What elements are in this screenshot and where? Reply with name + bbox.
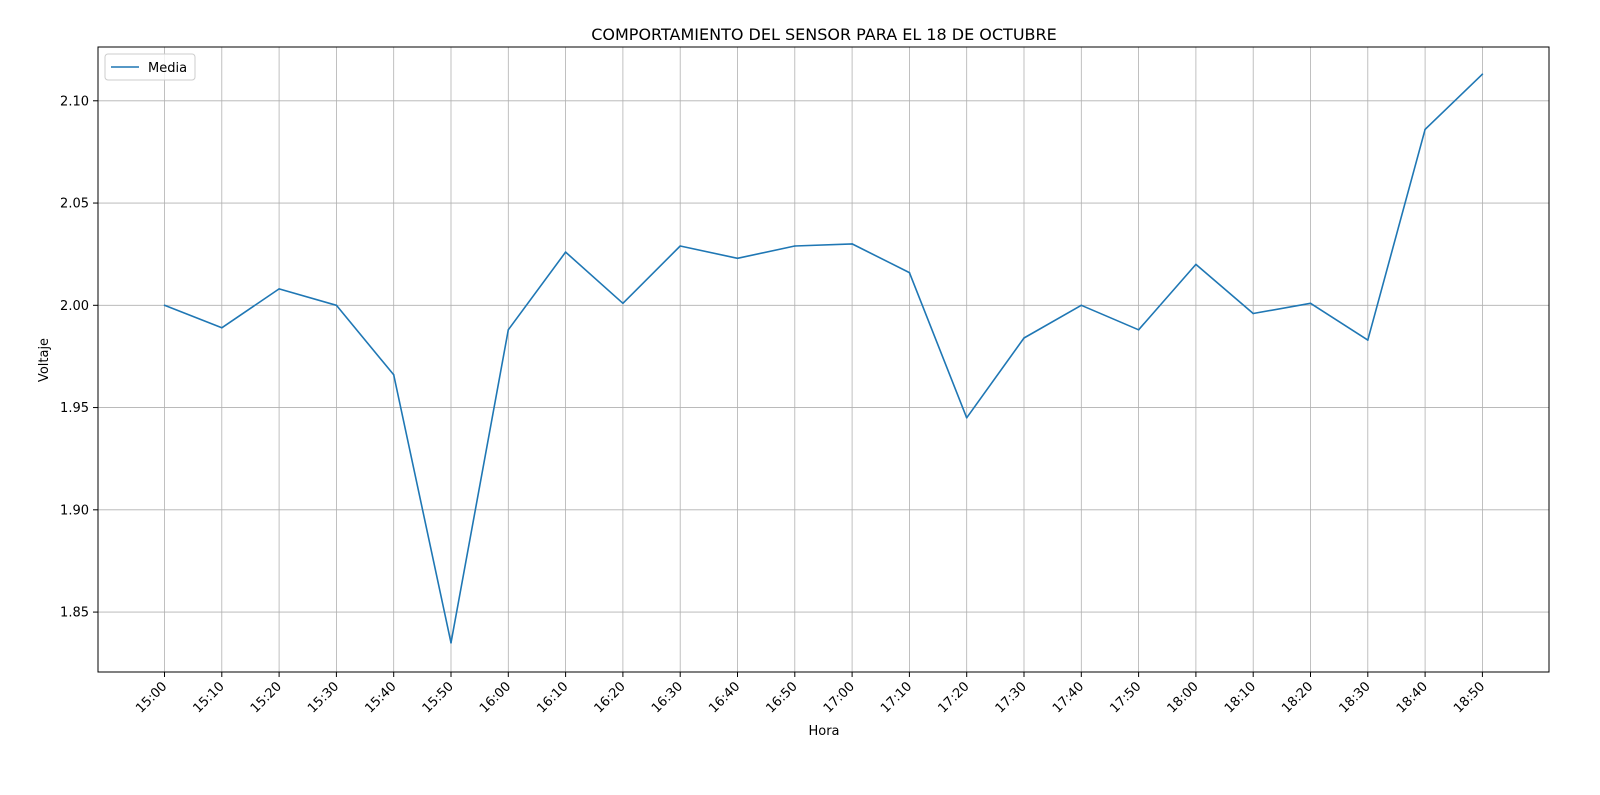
data-point [1252,312,1254,315]
data-point [392,374,395,376]
series-layer [163,73,1484,644]
x-axis-label: Hora [808,724,839,739]
y-tick-label: 2.10 [60,94,89,109]
data-point [221,327,223,329]
y-tick-label: 1.85 [60,606,89,621]
legend-box [104,53,196,81]
data-point [851,243,853,245]
series-line-media [164,73,1483,644]
y-axis-label: Voltaje [37,338,52,382]
legend-label-media: Media [148,61,187,76]
data-point [507,329,510,331]
grid [98,47,1549,672]
data-point [736,257,739,260]
data-point [450,642,452,644]
data-point [1309,302,1312,305]
y-tick-label: 2.00 [60,299,89,314]
data-point [794,245,796,247]
y-tick-label: 1.90 [60,503,89,518]
y-tick-label: 2.05 [60,197,89,212]
data-point [1481,73,1484,75]
data-point [278,288,280,290]
data-point [1367,339,1369,341]
data-point [908,271,911,274]
data-point [1424,128,1426,131]
y-axis: 1.85 1.90 1.95 2.00 2.05 2.10 [60,94,98,621]
data-point [163,304,166,307]
data-point [1137,329,1140,331]
data-point [965,417,968,419]
data-point [679,245,681,247]
data-point [622,302,624,305]
plot-frame [97,46,1550,673]
legend: Media [104,53,196,81]
y-tick-label: 1.95 [60,401,89,416]
data-point [564,251,567,253]
data-point [335,304,338,307]
data-point [1023,337,1025,339]
data-point [1080,304,1083,307]
data-point [1195,263,1197,266]
chart-title: COMPORTAMIENTO DEL SENSOR PARA EL 18 DE … [591,25,1057,44]
